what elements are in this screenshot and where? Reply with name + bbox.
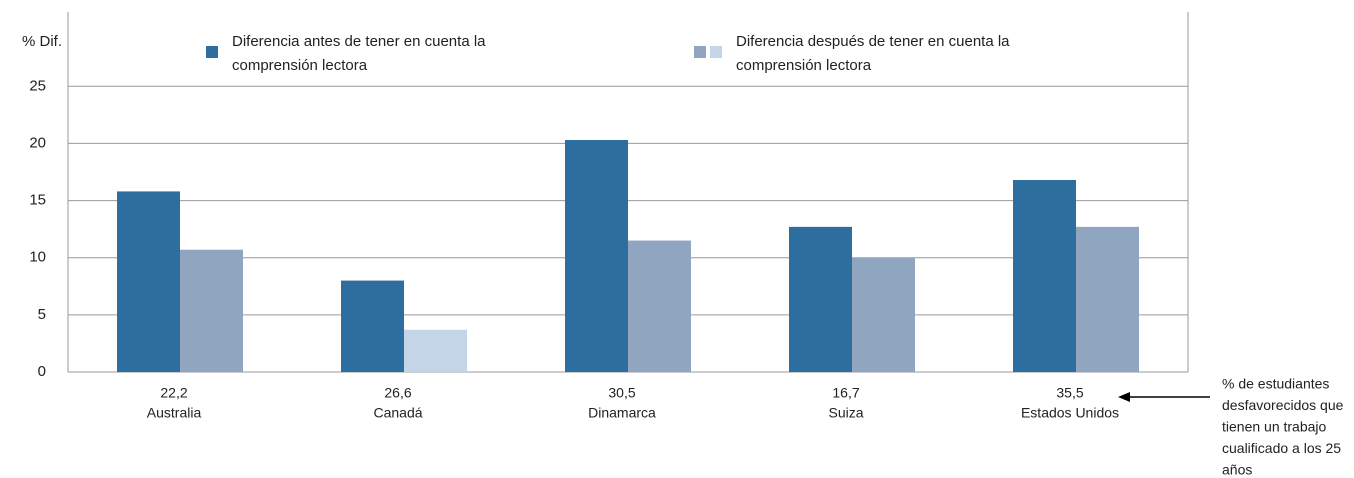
x-tick-label: Canadá: [373, 405, 422, 421]
x-tick-label: Suiza: [828, 405, 863, 421]
legend-swatch: [206, 46, 218, 58]
bar: [404, 329, 467, 372]
legend-swatch: [710, 46, 722, 58]
y-tick-label: 5: [38, 306, 46, 323]
legend-label: comprensión lectora: [736, 57, 872, 74]
y-tick-label: 25: [29, 77, 46, 94]
legend-label: comprensión lectora: [232, 57, 368, 74]
arrow-head: [1118, 392, 1130, 402]
y-tick-label: 20: [29, 134, 46, 151]
bar: [117, 191, 180, 372]
secondary-value-label: 30,5: [608, 385, 635, 401]
secondary-value-label: 22,2: [160, 385, 187, 401]
annotation: tienen un trabajo: [1222, 419, 1327, 435]
bar: [1076, 226, 1139, 372]
x-tick-label: Estados Unidos: [1021, 405, 1119, 421]
y-axis-label: % Dif.: [22, 33, 62, 50]
legend-swatch: [694, 46, 706, 58]
annotation: % de estudiantes: [1222, 376, 1329, 392]
bar: [852, 257, 915, 372]
bar: [628, 240, 691, 372]
annotation: desfavorecidos que: [1222, 397, 1344, 413]
bar: [789, 226, 852, 372]
y-tick-label: 15: [29, 192, 46, 209]
y-tick-label: 0: [38, 363, 46, 380]
bar: [180, 249, 243, 372]
y-tick-label: 10: [29, 249, 46, 266]
secondary-value-label: 26,6: [384, 385, 411, 401]
legend-label: Diferencia después de tener en cuenta la: [736, 33, 1010, 50]
secondary-value-label: 35,5: [1056, 385, 1083, 401]
x-tick-label: Australia: [147, 405, 202, 421]
bar: [1013, 180, 1076, 372]
secondary-value-label: 16,7: [832, 385, 859, 401]
annotation: años: [1222, 462, 1252, 478]
annotation: cualificado a los 25: [1222, 440, 1341, 456]
legend-label: Diferencia antes de tener en cuenta la: [232, 33, 486, 50]
x-tick-label: Dinamarca: [588, 405, 656, 421]
bar: [565, 140, 628, 372]
bar: [341, 280, 404, 372]
